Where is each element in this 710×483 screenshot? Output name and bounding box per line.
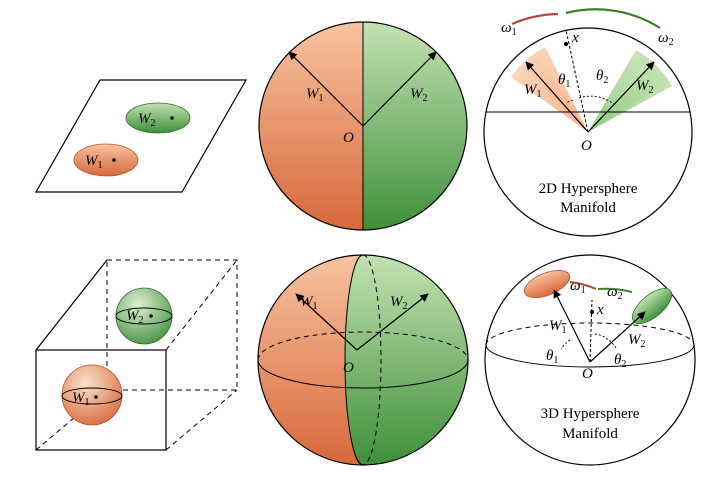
vector-w2 (587, 61, 655, 133)
equator-front (257, 359, 469, 389)
box-edge (165, 259, 238, 351)
vector-x (565, 29, 589, 133)
label-omega1: ω1 (570, 278, 586, 296)
label-origin: O (343, 360, 354, 376)
vector-w1 (525, 61, 589, 133)
arc-omega1 (511, 12, 559, 26)
meridian-front (344, 254, 364, 466)
caption-line1: 2D Hypersphere (539, 181, 638, 197)
label-w1: W1 (549, 318, 567, 336)
vector-w1 (295, 293, 358, 351)
label-origin: O (582, 366, 593, 382)
label-w1: W1 (72, 390, 90, 408)
equator-front (485, 344, 695, 368)
sphere-w1 (61, 364, 123, 426)
circle-2d-split: W1 W2 O (258, 21, 468, 231)
center-dot-w2 (149, 314, 153, 318)
cluster-ellipse-w1 (73, 143, 139, 177)
label-theta2: θ2 (596, 68, 608, 86)
half-orange (259, 22, 363, 230)
box-edge (35, 259, 108, 351)
caption-line2: Manifold (560, 200, 616, 216)
plane-2d: W2 W1 (34, 79, 248, 193)
sphere-w2 (115, 287, 173, 345)
hypersphere-3d: ω1 ω2 x W1 W2 θ1 θ2 O 3D Hypersphere Man… (484, 254, 696, 466)
label-theta2: θ2 (614, 352, 626, 370)
half-green (345, 255, 468, 465)
label-theta1: θ1 (546, 348, 558, 366)
angle-theta2 (594, 333, 617, 349)
label-w2: W2 (390, 294, 408, 312)
center-dot-w2 (170, 116, 174, 120)
label-w2: W2 (126, 308, 144, 326)
caption-line2: Manifold (562, 426, 618, 442)
cap-orange (523, 270, 571, 298)
vector-w2 (589, 311, 646, 363)
label-w2: W2 (410, 86, 428, 104)
point-x (564, 42, 568, 46)
sphere-w1-equator (61, 387, 123, 405)
box-front-face (35, 349, 167, 451)
box-3d: W2 W1 (35, 259, 238, 451)
arc-omega1 (569, 281, 597, 290)
equator-back (485, 322, 695, 346)
angle-theta1 (560, 339, 571, 350)
vector-w2 (356, 293, 429, 351)
center-dot-w1 (112, 158, 116, 162)
plane-outline (34, 79, 248, 193)
arc-omega2 (597, 287, 633, 293)
half-green (363, 22, 467, 230)
label-w2: W2 (138, 111, 156, 129)
caption-line1: 3D Hypersphere (541, 406, 640, 422)
label-x: x (571, 30, 579, 46)
arc-omega2 (565, 8, 661, 29)
center-dot-w1 (94, 395, 98, 399)
equator-back (257, 331, 469, 361)
box-edge (35, 389, 108, 451)
vector-w1 (553, 289, 591, 363)
label-w1: W1 (306, 86, 324, 104)
label-omega2: ω2 (607, 284, 623, 302)
point-x (590, 310, 594, 314)
box-back-face (106, 259, 238, 391)
label-origin: O (581, 138, 592, 154)
vector-w1 (288, 51, 364, 127)
sphere-w2-equator (115, 307, 173, 325)
label-w2: W2 (628, 332, 646, 350)
half-orange (258, 255, 363, 465)
cluster-ellipse-w2 (125, 102, 191, 134)
label-omega2: ω2 (658, 30, 674, 48)
label-w1: W1 (524, 82, 542, 100)
label-w2: W2 (636, 78, 654, 96)
label-w1: W1 (300, 294, 318, 312)
vector-w2 (362, 51, 437, 127)
sphere-3d-split: W1 W2 O (257, 254, 469, 466)
meridian-back (362, 254, 382, 466)
label-x: x (596, 302, 604, 318)
label-origin: O (343, 130, 354, 146)
hypersphere-2d: ω1 ω2 x W1 W2 θ1 θ2 O 2D Hypersphere Man… (483, 8, 693, 237)
angle-theta1 (565, 99, 574, 104)
label-omega1: ω1 (501, 20, 517, 38)
label-w1: W1 (85, 153, 103, 171)
label-theta1: θ1 (558, 72, 570, 90)
box-edge (165, 389, 238, 451)
